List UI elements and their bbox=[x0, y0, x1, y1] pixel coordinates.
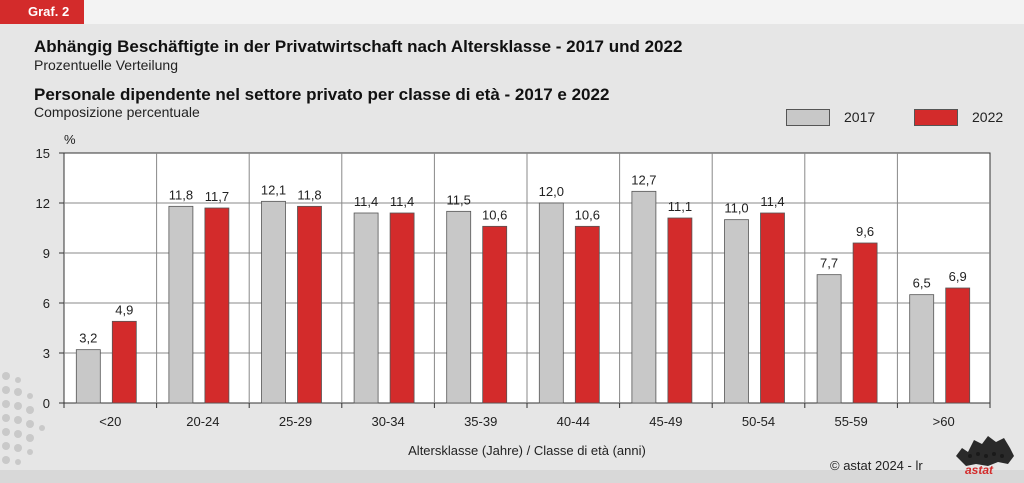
astat-logo-icon bbox=[956, 436, 1014, 466]
bar-2022 bbox=[945, 287, 971, 404]
bar-2017 bbox=[168, 205, 194, 404]
bar-2017 bbox=[909, 294, 935, 404]
title-italian: Personale dipendente nel settore privato… bbox=[34, 85, 610, 104]
x-tick-label: 50-54 bbox=[742, 414, 775, 429]
legend-label-2022: 2022 bbox=[972, 109, 1004, 125]
y-axis-unit: % bbox=[64, 132, 76, 147]
x-tick-label: 20-24 bbox=[186, 414, 219, 429]
bar-2022 bbox=[297, 205, 322, 404]
decorative-dots bbox=[2, 372, 45, 465]
bar-2022 bbox=[204, 207, 230, 404]
x-tick-label: >60 bbox=[933, 414, 955, 429]
data-label-2017: 11,8 bbox=[169, 187, 193, 202]
logo-text: astat bbox=[965, 463, 994, 477]
copyright-credit: © astat 2024 - lr bbox=[830, 458, 923, 473]
bar-2017 bbox=[816, 274, 842, 404]
legend-swatch-2017 bbox=[786, 108, 830, 126]
legend-2022: 2022 bbox=[914, 108, 1003, 126]
y-tick-label: 15 bbox=[36, 146, 50, 161]
bar-2022 bbox=[667, 217, 693, 404]
bar-2017 bbox=[724, 219, 749, 404]
data-label-2022: 10,6 bbox=[482, 207, 507, 222]
data-label-2017: 7,7 bbox=[820, 256, 838, 271]
y-tick-label: 6 bbox=[43, 296, 50, 311]
bar-2022 bbox=[574, 225, 600, 404]
subtitle-italian: Composizione percentuale bbox=[34, 104, 200, 120]
bar-2017 bbox=[446, 210, 472, 404]
y-tick-label: 0 bbox=[43, 396, 50, 411]
bottom-band bbox=[0, 470, 1024, 483]
data-label-2017: 3,2 bbox=[79, 331, 97, 346]
data-label-2017: 11,4 bbox=[354, 194, 378, 209]
x-tick-label: <20 bbox=[99, 414, 121, 429]
data-label-2017: 11,0 bbox=[724, 201, 748, 216]
data-label-2022: 11,1 bbox=[668, 199, 692, 214]
bar-2022 bbox=[852, 242, 878, 404]
data-label-2022: 11,7 bbox=[205, 189, 229, 204]
data-label-2022: 11,4 bbox=[390, 194, 414, 209]
y-tick-label: 12 bbox=[36, 196, 50, 211]
title-german: Abhängig Beschäftigte in der Privatwirts… bbox=[34, 37, 683, 56]
bar-2017 bbox=[261, 200, 286, 404]
data-label-2022: 10,6 bbox=[575, 207, 600, 222]
bar-2017 bbox=[75, 349, 101, 404]
bar-2017 bbox=[538, 202, 564, 404]
bar-2017 bbox=[353, 212, 379, 404]
bar-2022 bbox=[482, 225, 508, 404]
x-tick-label: 55-59 bbox=[834, 414, 867, 429]
bar-2017 bbox=[631, 190, 657, 404]
data-label-2017: 6,5 bbox=[913, 276, 931, 291]
y-tick-label: 3 bbox=[43, 346, 50, 361]
x-tick-label: 45-49 bbox=[649, 414, 682, 429]
legend-swatch-2022 bbox=[914, 108, 958, 126]
data-label-2017: 12,0 bbox=[539, 184, 564, 199]
graph-number-badge: Graf. 2 bbox=[0, 0, 84, 24]
subtitle-german: Prozentuelle Verteilung bbox=[34, 57, 178, 73]
data-label-2017: 11,5 bbox=[447, 192, 471, 207]
legend-2017: 2017 bbox=[786, 108, 875, 126]
bar-2022 bbox=[760, 212, 785, 404]
y-tick-label: 9 bbox=[43, 246, 50, 261]
data-label-2022: 4,9 bbox=[115, 302, 133, 317]
data-label-2017: 12,1 bbox=[261, 182, 286, 197]
x-tick-label: 30-34 bbox=[371, 414, 404, 429]
x-tick-label: 25-29 bbox=[279, 414, 312, 429]
x-axis-title: Altersklasse (Jahre) / Classe di età (an… bbox=[408, 443, 646, 458]
x-tick-label: 35-39 bbox=[464, 414, 497, 429]
data-label-2017: 12,7 bbox=[631, 172, 656, 187]
data-label-2022: 9,6 bbox=[856, 224, 874, 239]
x-tick-label: 40-44 bbox=[557, 414, 590, 429]
data-label-2022: 11,8 bbox=[297, 187, 321, 202]
bar-2022 bbox=[111, 320, 137, 404]
data-label-2022: 11,4 bbox=[760, 194, 784, 209]
data-label-2022: 6,9 bbox=[949, 269, 967, 284]
top-band bbox=[0, 0, 1024, 24]
legend-label-2017: 2017 bbox=[844, 109, 876, 125]
bar-2022 bbox=[389, 212, 415, 404]
